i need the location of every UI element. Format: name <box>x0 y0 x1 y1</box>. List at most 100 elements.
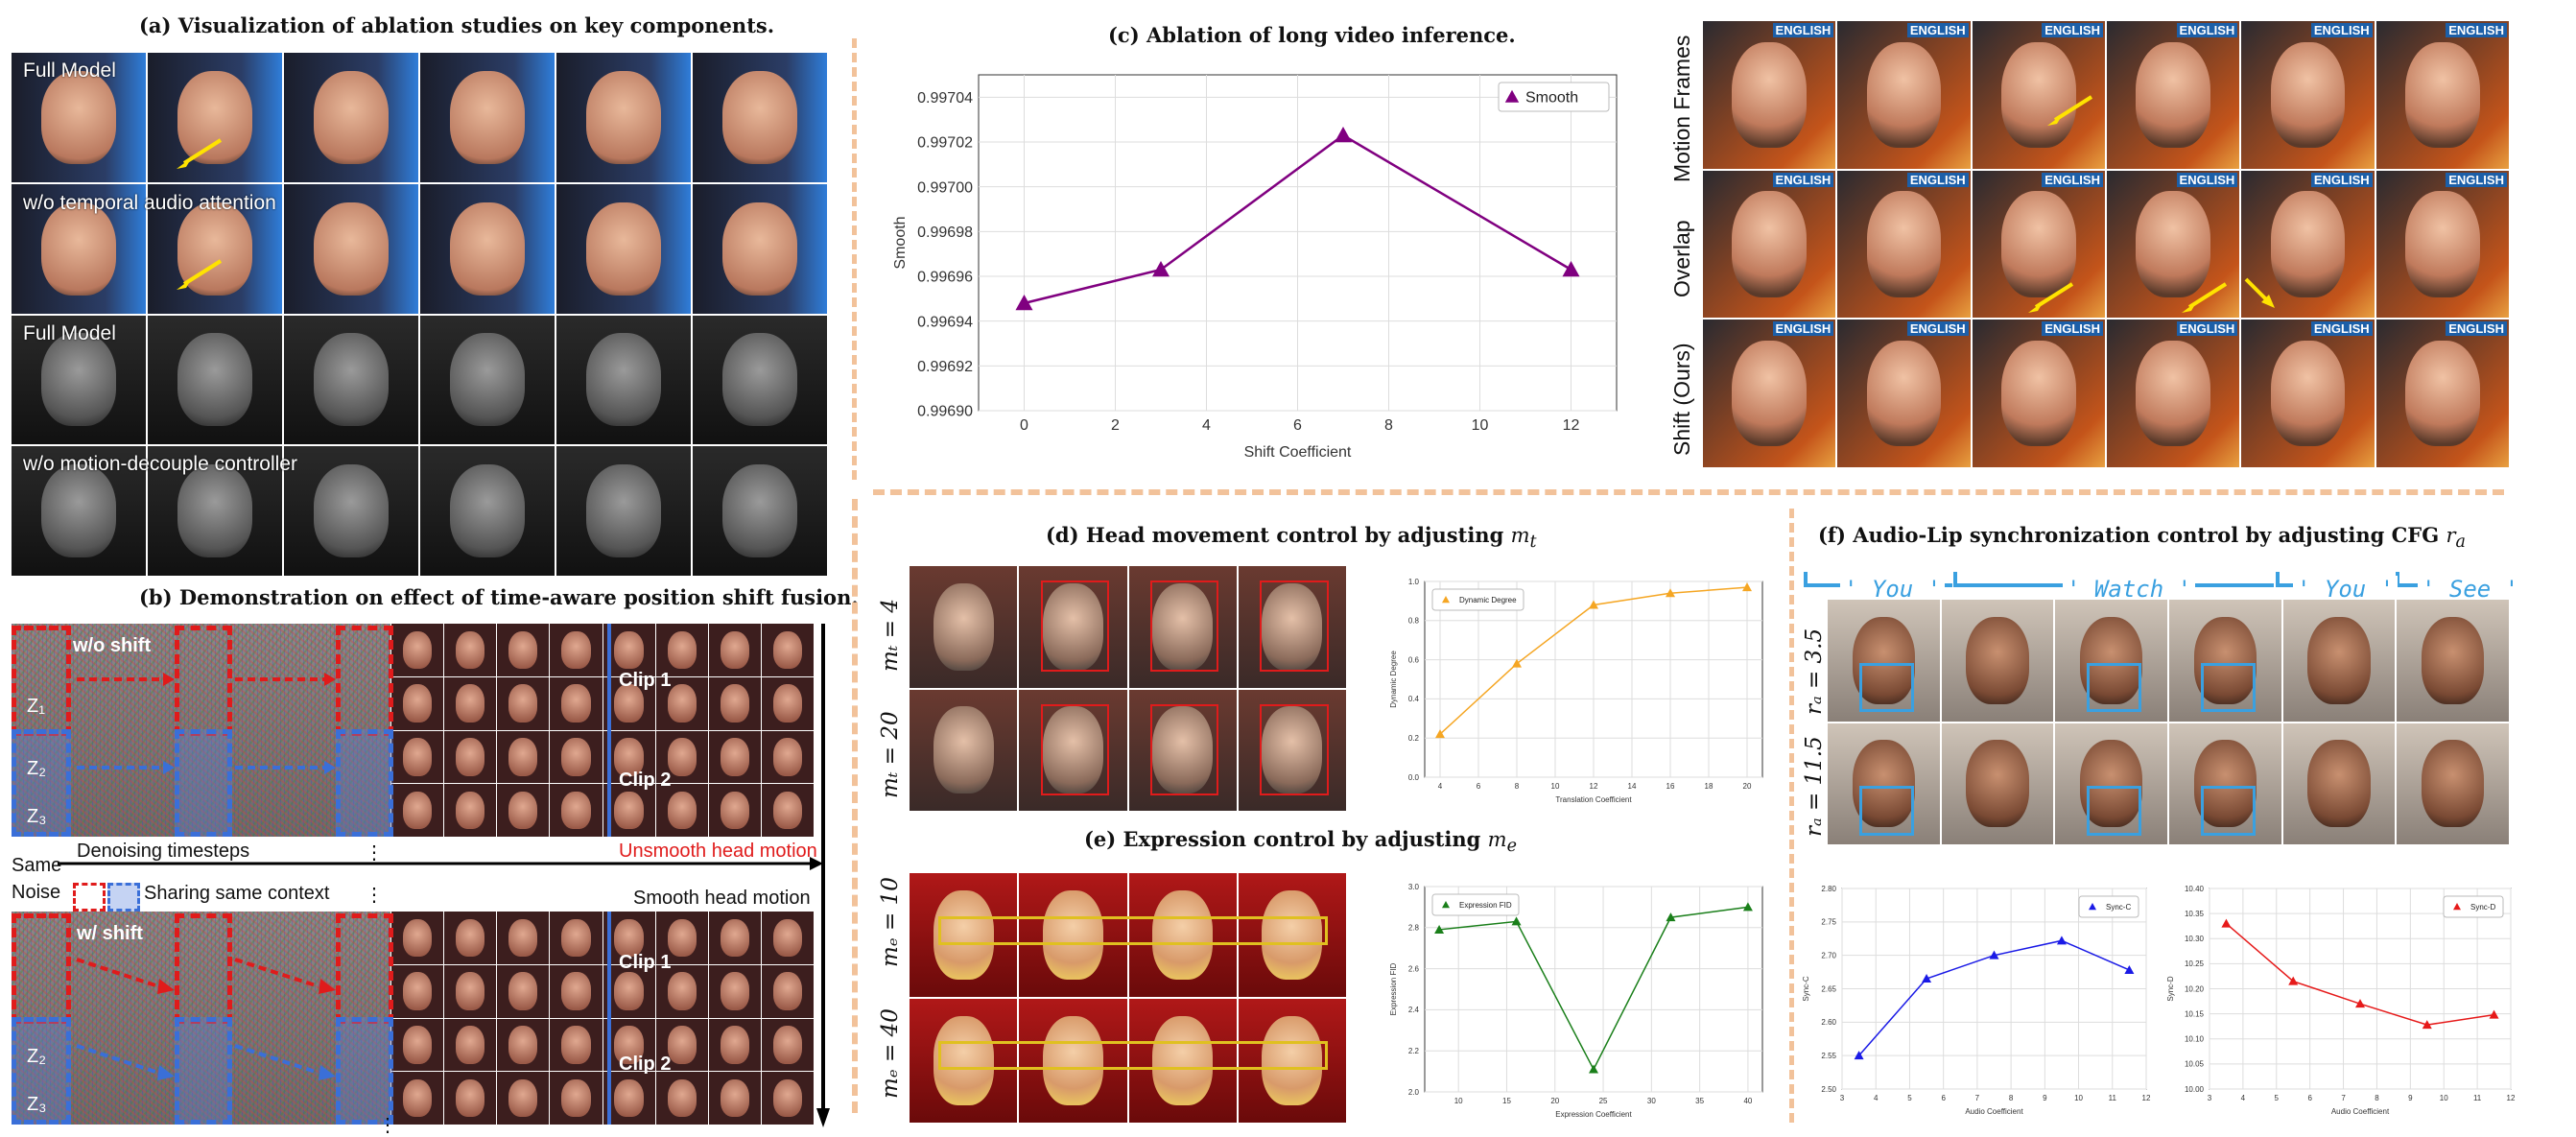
x-tick-label: 10 <box>2440 1094 2448 1102</box>
denoising-arrow <box>58 857 823 870</box>
y-tick-label: 0.99692 <box>917 359 973 375</box>
video-frame <box>603 912 655 964</box>
face-shape <box>1966 616 2029 704</box>
data-point <box>1015 295 1033 311</box>
x-tick-label: 16 <box>1666 782 1675 791</box>
banner-text: ENGLISH <box>1772 321 1834 337</box>
banner-text: ENGLISH <box>2176 172 2238 187</box>
video-frame <box>603 784 655 837</box>
face-shape <box>456 918 485 958</box>
video-frame <box>550 1072 603 1125</box>
data-point <box>1589 600 1598 609</box>
shift-arrows <box>76 958 336 1080</box>
y-tick-label: 2.6 <box>1408 964 1420 973</box>
y-tick-label: 0.99698 <box>917 225 973 241</box>
face-shape <box>313 464 390 558</box>
video-frame <box>1828 722 1940 844</box>
video-frame <box>444 1018 497 1072</box>
plot-area <box>1424 886 1763 1093</box>
mouth-highlight-box <box>938 916 1328 945</box>
y-axis-label: Expression FID <box>1389 962 1398 1015</box>
video-frame: ENGLISH <box>1837 21 1971 169</box>
legend-box <box>1431 893 1520 916</box>
face-shape <box>449 333 526 427</box>
data-point <box>1435 729 1445 739</box>
video-frame <box>284 183 418 314</box>
y-tick-label: 0.99704 <box>917 90 973 107</box>
mouth-box <box>1858 662 1914 713</box>
face-shape <box>177 464 253 558</box>
video-frame <box>497 676 550 730</box>
video-frame: ENGLISH <box>1972 170 2105 319</box>
panel-a-label-4: w/o motion-decouple controller <box>23 453 297 475</box>
face-shape <box>667 684 697 722</box>
shift-arrows <box>77 673 336 774</box>
data-point <box>1589 1064 1598 1074</box>
arrow-icon <box>177 259 223 290</box>
context-blue-box <box>336 1017 393 1125</box>
y-tick-label: 10.30 <box>2185 935 2205 943</box>
face-shape <box>561 738 591 776</box>
video-frame <box>655 964 708 1018</box>
video-frame <box>12 315 146 445</box>
video-frame: ENGLISH <box>1703 170 1836 319</box>
video-frame <box>550 912 603 964</box>
x-tick-label: 10 <box>1551 782 1560 791</box>
face-shape <box>772 791 803 830</box>
x-tick-label: 12 <box>1590 782 1598 791</box>
face-shape <box>720 630 749 670</box>
y-tick-label: 2.65 <box>1821 984 1836 993</box>
clip-divider <box>607 912 611 1125</box>
face-box <box>1260 703 1329 795</box>
video-frame <box>1828 600 1940 722</box>
face-shape <box>1732 340 1807 447</box>
data-point <box>1434 924 1445 934</box>
face-shape <box>614 684 644 722</box>
video-frame: ENGLISH <box>1837 320 1971 467</box>
video-frame <box>708 624 761 676</box>
face-shape <box>508 630 538 670</box>
context-blue-box <box>175 1017 232 1125</box>
video-frame <box>1238 689 1346 811</box>
video-frame <box>708 912 761 964</box>
video-frame: ENGLISH <box>2375 170 2509 319</box>
face-shape <box>720 1078 749 1118</box>
x-tick-label: 5 <box>1907 1094 1912 1102</box>
video-frame: ENGLISH <box>1703 21 1836 169</box>
y-tick-label: 2.2 <box>1408 1047 1420 1055</box>
face-shape <box>1152 890 1214 980</box>
panel-f-syncc-chart: 3 4 5 6 7 8 9 10 11 12 2.50 2.55 2.60 2.65 2.70 2.75 2.8… <box>1802 885 2151 1116</box>
x-tick-label: 7 <box>1975 1094 1980 1102</box>
face-shape <box>402 630 433 670</box>
panel-e-row-label: mₑ = 40 <box>878 1008 903 1099</box>
face-shape <box>933 890 994 980</box>
face-shape <box>2405 41 2480 149</box>
video-frame <box>148 53 282 182</box>
x-tick-label: 18 <box>1705 782 1713 791</box>
face-shape <box>1042 706 1103 794</box>
face-shape <box>1262 890 1323 980</box>
y-tick-label: 0.4 <box>1408 695 1420 703</box>
banner-text: ENGLISH <box>1906 172 1969 187</box>
video-frame <box>2168 600 2281 722</box>
face-shape <box>772 918 803 958</box>
video-frame <box>444 676 497 730</box>
video-frame <box>497 730 550 784</box>
video-frame <box>1019 999 1127 1123</box>
legend-box <box>1498 82 1610 112</box>
face-shape <box>1732 41 1807 149</box>
banner-text: ENGLISH <box>2310 321 2373 337</box>
face-shape <box>1042 582 1103 671</box>
face-shape <box>772 738 803 776</box>
video-frame: ENGLISH <box>2106 170 2240 319</box>
legend-label: Dynamic Degree <box>1459 596 1517 604</box>
face-shape <box>561 972 591 1010</box>
panel-a-label-1: Full Model <box>23 59 116 82</box>
video-frame <box>761 730 814 784</box>
z2-label: Z₂ <box>27 1046 46 1067</box>
video-frame <box>391 912 444 964</box>
legend-label: Smooth <box>1525 90 1578 107</box>
video-frame <box>391 624 444 676</box>
face-shape <box>2421 616 2485 704</box>
legend-label: Sync-D <box>2470 903 2495 912</box>
